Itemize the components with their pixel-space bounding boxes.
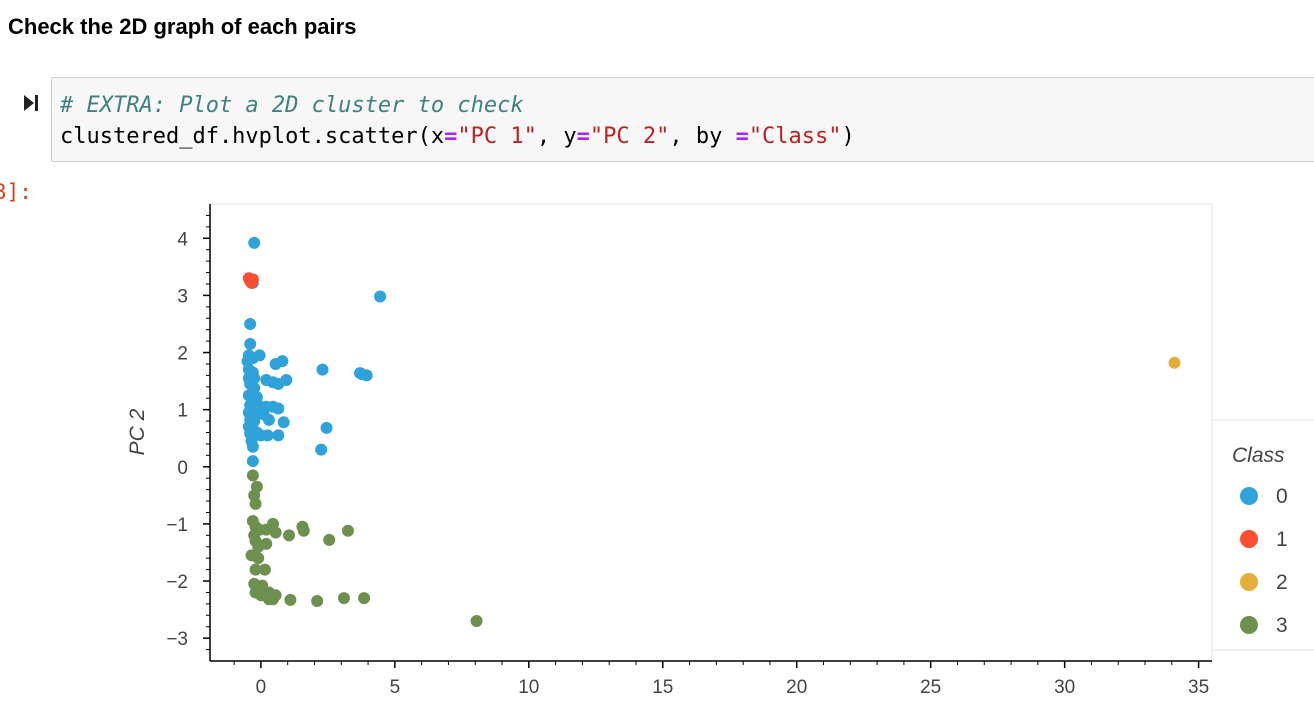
code-operator: = [735,124,749,149]
scatter-point-class-1[interactable] [245,276,258,289]
code-operator: = [444,124,458,149]
legend-marker-class-3[interactable] [1240,616,1258,634]
output-prompt: 3]: [0,180,32,204]
section-heading: Check the 2D graph of each pairs [8,14,357,39]
run-step-icon [24,95,38,111]
x-tick-label: 30 [1054,677,1075,698]
code-text: , y [536,124,577,149]
scatter-point-class-3[interactable] [246,469,259,482]
legend-marker-class-2[interactable] [1240,573,1258,591]
scatter-point-class-0[interactable] [315,443,328,456]
y-tick-label: −1 [166,515,188,536]
scatter-point-class-0[interactable] [272,402,285,415]
scatter-point-class-3[interactable] [258,563,271,576]
legend-label-class-3[interactable]: 3 [1276,614,1288,637]
scatter-point-class-0[interactable] [261,429,274,442]
code-cell-input[interactable]: # EXTRA: Plot a 2D cluster to check clus… [51,77,1314,162]
scatter-point-class-0[interactable] [276,355,289,368]
scatter-point-class-0[interactable] [244,337,257,350]
x-tick-label: 15 [652,677,673,698]
scatter-point-class-0[interactable] [262,413,275,426]
scatter-point-class-0[interactable] [272,429,285,442]
legend-label-class-0[interactable]: 0 [1276,485,1288,508]
scatter-point-class-0[interactable] [246,455,259,468]
x-tick-label: 10 [518,677,539,698]
scatter-point-class-3[interactable] [470,615,483,628]
y-tick-label: 4 [177,229,188,250]
scatter-point-class-3[interactable] [249,497,262,510]
scatter-point-class-3[interactable] [358,592,371,605]
scatter-point-class-0[interactable] [280,373,293,386]
x-tick-label: 5 [390,677,401,698]
scatter-point-class-0[interactable] [374,290,387,303]
y-tick-label: 2 [177,344,188,365]
scatter-point-class-3[interactable] [311,595,324,608]
legend: 0 1 2 3 [1240,485,1288,637]
legend-label-class-1[interactable]: 1 [1276,528,1288,551]
plot-points [241,236,1181,628]
scatter-point-class-3[interactable] [297,524,310,537]
code-text: clustered_df.hvplot.scatter(x [60,124,445,149]
scatter-point-class-3[interactable] [266,593,279,606]
scatter-point-class-0[interactable] [277,416,290,429]
plot-axes: 0 5 10 15 20 25 30 35 −3 −2 −1 0 1 2 3 4 [166,204,1212,698]
x-tick-label: 25 [920,677,941,698]
scatter-point-class-0[interactable] [244,317,257,330]
legend-box [1211,419,1314,651]
scatter-point-class-3[interactable] [260,537,273,550]
scatter-point-class-3[interactable] [252,552,265,565]
code-operator: = [576,124,590,149]
scatter-point-class-2[interactable] [1168,356,1181,369]
scatter-point-class-0[interactable] [246,440,259,453]
scatter-point-class-3[interactable] [249,563,262,576]
legend-marker-class-1[interactable] [1240,530,1258,548]
scatter-point-class-3[interactable] [269,526,282,539]
x-tick-label: 0 [256,677,267,698]
code-comment: # EXTRA: Plot a 2D cluster to check [60,93,524,118]
code-string: "PC 2" [589,124,670,149]
scatter-point-class-3[interactable] [283,529,296,542]
plot-frame [209,203,1213,662]
scatter-point-class-0[interactable] [316,363,329,376]
scatter-point-class-0[interactable] [320,421,333,434]
code-editor[interactable]: # EXTRA: Plot a 2D cluster to check clus… [60,90,855,152]
scatter-point-class-3[interactable] [337,592,350,605]
code-text: ) [841,124,855,149]
x-tick-label: 20 [786,677,807,698]
scatter-point-class-3[interactable] [341,524,354,537]
x-tick-label: 35 [1188,677,1209,698]
legend-title: Class [1232,444,1285,467]
y-tick-label: 1 [177,401,188,422]
y-tick-label: −3 [166,629,188,650]
code-text: , by [669,124,736,149]
y-axis-label: PC 2 [126,408,149,455]
y-tick-label: −2 [166,572,188,593]
code-string: "Class" [748,124,842,149]
y-tick-label: 0 [177,458,188,479]
code-string: "PC 1" [457,124,537,149]
scatter-point-class-3[interactable] [323,533,336,546]
y-tick-label: 3 [177,286,188,307]
scatter-point-class-0[interactable] [253,349,266,362]
scatter-point-class-0[interactable] [248,236,261,249]
scatter-point-class-3[interactable] [284,593,297,606]
legend-label-class-2[interactable]: 2 [1276,571,1288,594]
scatter-point-class-0[interactable] [360,369,373,382]
run-cell-button[interactable] [22,93,42,113]
legend-marker-class-0[interactable] [1240,487,1258,505]
